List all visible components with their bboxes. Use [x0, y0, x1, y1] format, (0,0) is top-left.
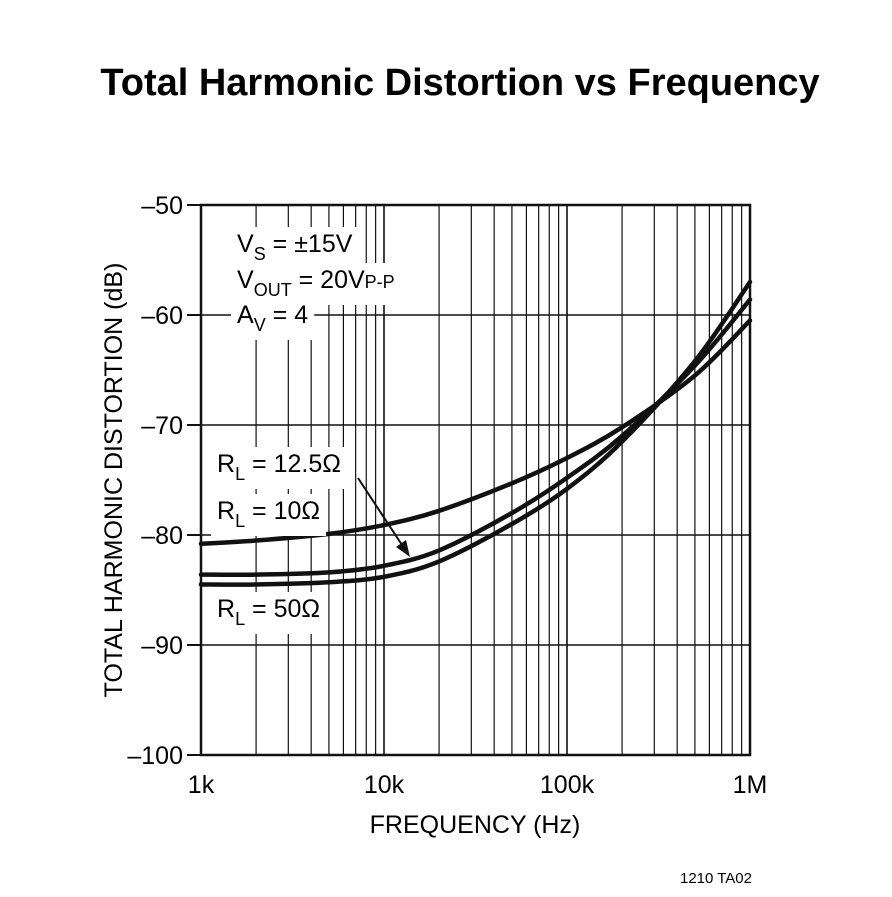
x-tick-label: 1k [188, 771, 215, 799]
x-tick-label: 100k [540, 771, 595, 799]
y-tick-label: –70 [141, 412, 183, 440]
y-tick-label: –90 [141, 632, 183, 660]
y-tick-labels: –50 –60 –70 –80 –90 –100 [127, 192, 183, 770]
condition-av: AV = 4 [237, 301, 308, 335]
y-tick-label: –50 [141, 192, 183, 220]
series-label-rl-10-background [211, 494, 327, 536]
x-axis-label: FREQUENCY (Hz) [370, 811, 581, 839]
y-tick-label: –60 [141, 302, 183, 330]
series-label-rl-12-5-background [211, 447, 347, 489]
figure-code: 1210 TA02 [680, 870, 752, 887]
series-line-rl-50 [198, 279, 753, 587]
condition-vs: VS = ±15V [237, 230, 353, 264]
y-tick-label: –100 [127, 742, 183, 770]
condition-vs-background [231, 227, 359, 269]
series-group [198, 279, 753, 587]
x-tick-labels: 1k 10k 100k 1M [188, 771, 768, 799]
y-axis-label: TOTAL HARMONIC DISTORTION (dB) [100, 263, 128, 698]
condition-vout: VOUT = 20VP-P [237, 266, 395, 300]
x-tick-label: 10k [364, 771, 405, 799]
plot-frame [199, 203, 752, 757]
x-tick-label: 1M [733, 771, 768, 799]
series-label-rl-10: RL = 10Ω [217, 497, 320, 531]
chart-title: Total Harmonic Distortion vs Frequency [100, 62, 819, 104]
series-label-rl-12-5: RL = 12.5Ω [217, 450, 341, 484]
condition-av-background [231, 298, 315, 340]
series-labels: RL = 12.5Ω RL = 10Ω RL = 50Ω [211, 447, 347, 634]
series-label-rl-50-background [211, 592, 327, 634]
annotation-arrow [357, 477, 410, 557]
y-tick-label: –80 [141, 522, 183, 550]
series-label-rl-50: RL = 50Ω [217, 595, 320, 629]
